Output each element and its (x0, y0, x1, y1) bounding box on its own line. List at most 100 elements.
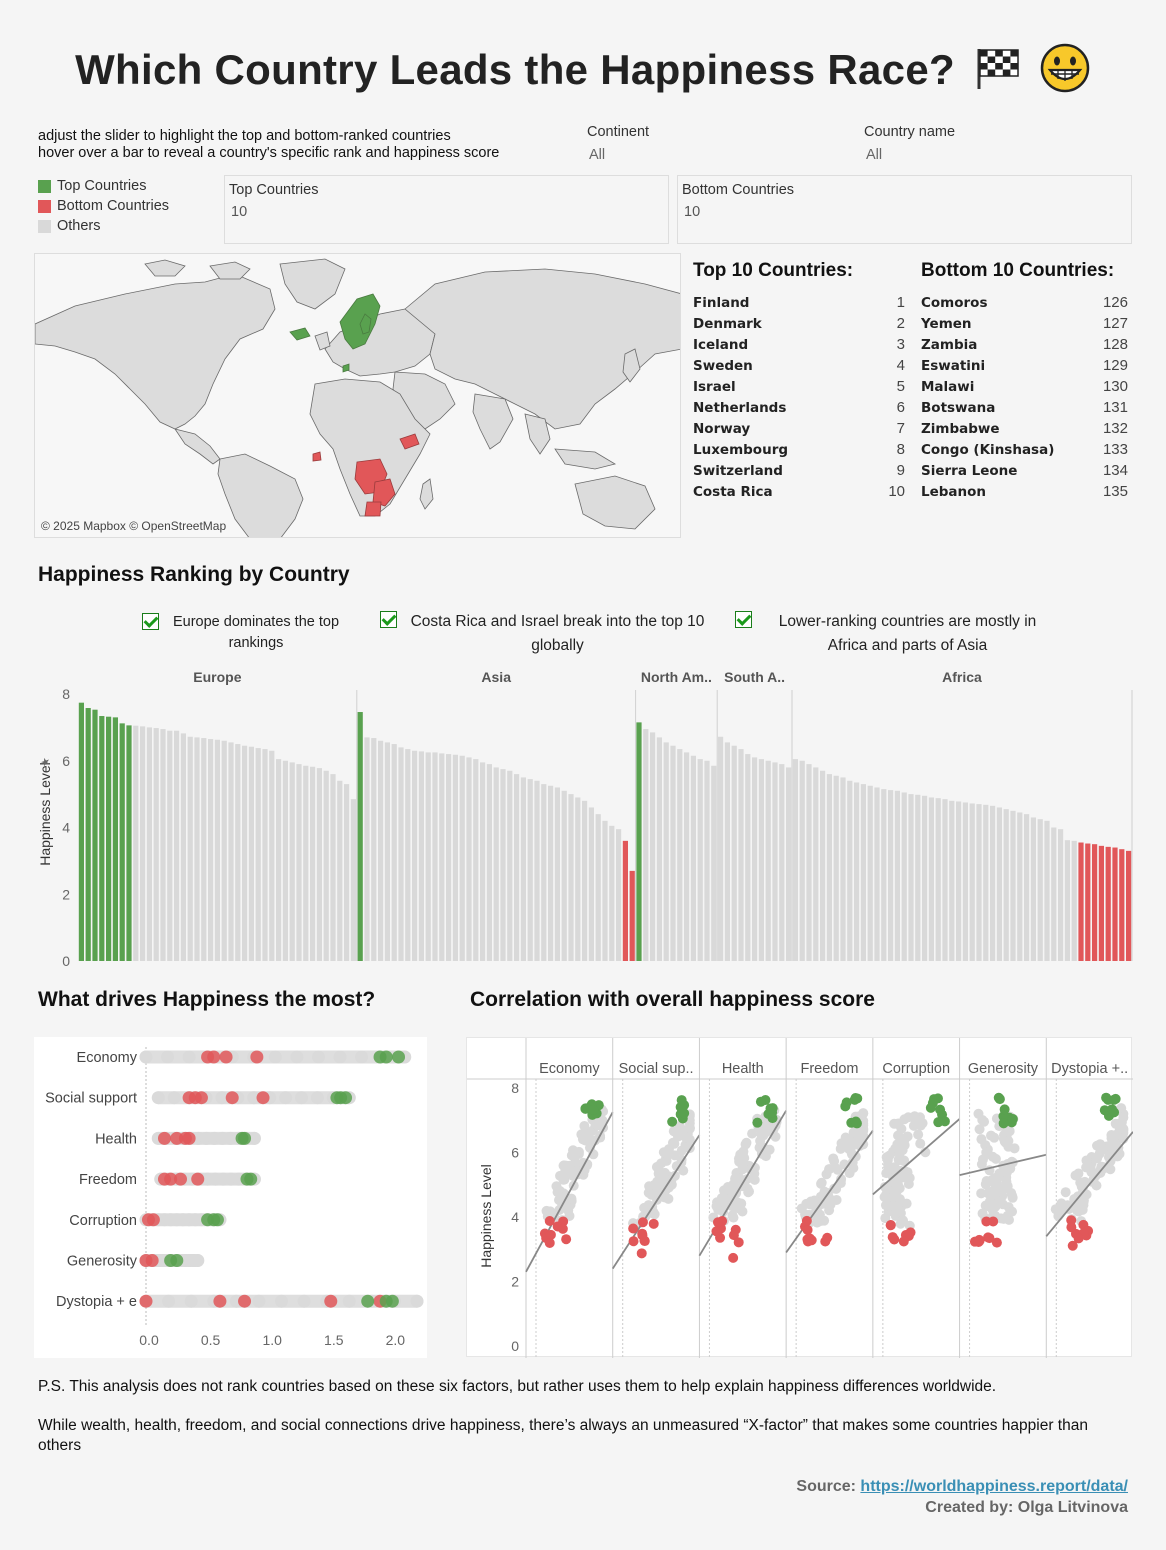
corr-dot-top[interactable] (1101, 1092, 1112, 1103)
corr-dot[interactable] (894, 1148, 905, 1159)
country-bar[interactable] (398, 747, 404, 961)
corr-dot-top[interactable] (1007, 1114, 1018, 1125)
corr-dot-top[interactable] (1109, 1107, 1120, 1118)
corr-dot[interactable] (564, 1160, 575, 1171)
country-bar[interactable] (371, 738, 377, 961)
corr-dot[interactable] (974, 1124, 985, 1135)
corr-dot[interactable] (995, 1196, 1006, 1207)
country-bar[interactable] (779, 764, 785, 961)
corr-dot[interactable] (983, 1188, 994, 1199)
corr-dot[interactable] (718, 1206, 729, 1217)
map-top-countries[interactable] (289, 293, 381, 373)
country-bar[interactable] (908, 794, 914, 961)
country-bar[interactable] (840, 777, 846, 961)
country-bar[interactable] (663, 742, 669, 961)
country-bar[interactable] (867, 785, 873, 961)
country-bar[interactable] (1126, 850, 1132, 961)
corr-dot[interactable] (1081, 1162, 1092, 1173)
driver-dot[interactable] (167, 1091, 181, 1105)
country-bar[interactable] (160, 729, 166, 961)
bottom-row[interactable]: Congo (Kinshasa) 133 (921, 439, 1128, 460)
driver-dot[interactable] (139, 1050, 153, 1064)
country-bar[interactable] (901, 792, 907, 961)
country-bar[interactable] (582, 800, 588, 961)
corr-dot[interactable] (816, 1178, 827, 1189)
driver-dot[interactable] (191, 1254, 205, 1267)
country-bar[interactable] (221, 740, 227, 961)
corr-dot[interactable] (743, 1186, 754, 1197)
country-bar[interactable] (330, 774, 336, 961)
corr-dot-top[interactable] (840, 1101, 851, 1112)
corr-dot[interactable] (1002, 1181, 1013, 1192)
corr-dot-bottom[interactable] (904, 1228, 915, 1239)
corr-dot-bottom[interactable] (802, 1224, 813, 1235)
country-bar[interactable] (310, 766, 316, 961)
country-bar[interactable] (214, 739, 220, 961)
driver-dot[interactable] (268, 1050, 282, 1064)
country-bar[interactable] (697, 759, 703, 961)
corr-dot[interactable] (741, 1137, 752, 1148)
corr-dot[interactable] (653, 1161, 664, 1172)
corr-dot-top[interactable] (933, 1117, 944, 1128)
corr-dot-top[interactable] (925, 1102, 936, 1113)
corr-dot[interactable] (747, 1128, 758, 1139)
corr-dot[interactable] (659, 1173, 670, 1184)
country-bar[interactable] (140, 726, 146, 961)
corr-dot[interactable] (552, 1187, 563, 1198)
corr-dot-top[interactable] (679, 1108, 690, 1119)
trend-line[interactable] (525, 1111, 614, 1273)
bottom-row[interactable]: Sierra Leone 134 (921, 460, 1128, 481)
country-bar[interactable] (350, 799, 356, 961)
bottom-slider-value[interactable]: 10 (684, 204, 701, 220)
world-map-svg[interactable] (35, 254, 681, 538)
driver-dot[interactable] (355, 1050, 369, 1064)
trend-line[interactable] (959, 1153, 1047, 1176)
corr-dot-bottom[interactable] (801, 1215, 812, 1226)
country-bar[interactable] (949, 800, 955, 961)
corr-dot-top[interactable] (1109, 1094, 1120, 1105)
corr-dot[interactable] (1069, 1194, 1080, 1205)
driver-dot-top[interactable] (361, 1294, 375, 1308)
corr-dot[interactable] (880, 1200, 891, 1211)
country-bar[interactable] (167, 730, 173, 961)
country-bar[interactable] (758, 759, 764, 961)
corr-dot[interactable] (639, 1202, 650, 1213)
corr-dot-bottom[interactable] (733, 1237, 744, 1248)
driver-dot-bottom[interactable] (256, 1091, 270, 1105)
country-bar[interactable] (1003, 809, 1009, 961)
country-bar[interactable] (684, 752, 690, 961)
trend-line[interactable] (611, 1134, 701, 1270)
country-bar[interactable] (228, 742, 234, 961)
corr-dot-bottom[interactable] (988, 1216, 999, 1227)
country-bar[interactable] (1024, 814, 1030, 961)
corr-dot[interactable] (739, 1153, 750, 1164)
top-row[interactable]: Finland 1 (693, 292, 905, 313)
country-bar[interactable] (452, 754, 458, 961)
country-bar[interactable] (1058, 829, 1064, 961)
country-bar[interactable] (636, 722, 642, 961)
driver-dot[interactable] (247, 1131, 261, 1145)
corr-dot[interactable] (977, 1154, 988, 1165)
country-bar[interactable] (738, 749, 744, 961)
driver-dot-bottom[interactable] (238, 1294, 252, 1308)
corr-dot[interactable] (979, 1116, 990, 1127)
bottom-row[interactable]: Eswatini 129 (921, 355, 1128, 376)
bottom-countries-slider[interactable]: Bottom Countries 10 (677, 175, 1132, 244)
driver-dot-bottom[interactable] (182, 1131, 196, 1145)
country-bar[interactable] (187, 736, 193, 961)
country-bar[interactable] (622, 840, 628, 961)
country-bar[interactable] (112, 717, 118, 961)
country-bar[interactable] (1105, 846, 1111, 961)
country-bar[interactable] (548, 785, 554, 961)
country-bar[interactable] (745, 754, 751, 961)
driver-dot[interactable] (290, 1050, 304, 1064)
country-bar[interactable] (242, 745, 248, 961)
country-bar[interactable] (493, 767, 499, 961)
corr-dot-bottom[interactable] (1067, 1240, 1078, 1251)
corr-dot[interactable] (1060, 1187, 1071, 1198)
country-bar[interactable] (378, 740, 384, 961)
country-bar[interactable] (92, 709, 98, 961)
country-bar[interactable] (248, 746, 254, 961)
top-row[interactable]: Norway 7 (693, 418, 905, 439)
country-bar[interactable] (813, 767, 819, 961)
